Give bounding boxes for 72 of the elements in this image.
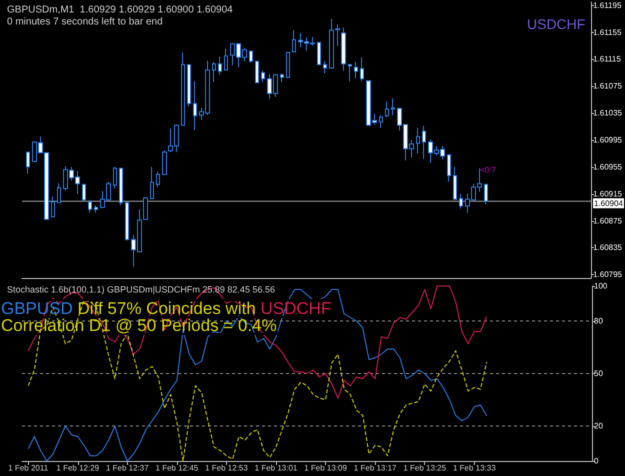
x-tick-label: 1 Feb 12:37 [106,464,150,472]
candlestick [453,166,457,200]
x-tick-label: 1 Feb 12:45 [156,464,199,472]
x-tick-label: 1 Feb 12:29 [56,464,100,472]
x-tick-label: 1 Feb 12:53 [205,464,248,472]
x-tick-label: 1 Feb 13:33 [452,464,496,472]
candlestick [335,24,340,46]
y-tick-label: 1.60795 [593,270,623,280]
y-tick-label: 20 [594,422,604,430]
y-tick-label: 1.60955 [593,162,623,172]
y-tick-label: 100 [594,282,608,290]
candlestick [286,51,290,79]
candlestick [88,199,92,214]
candlestick [261,70,265,83]
y-tick-label: 1.60875 [593,216,623,226]
text: 0 minutes 7 seconds left to bar end [7,16,163,28]
y-tick-label: 1.61035 [593,108,623,118]
candlestick [181,52,185,126]
candlestick [323,60,327,74]
y-tick-label: 1.61115 [593,54,622,64]
candlestick [348,63,352,82]
y-tick-label: 1.61075 [593,82,623,91]
candlestick [280,72,284,83]
candlestick [360,56,364,82]
y-tick-label: 1.61155 [593,28,622,37]
candlestick [224,48,228,70]
y-tick-label: 1.60995 [593,136,623,144]
candlestick [51,196,55,218]
x-tick-label: 1 Feb 13:09 [304,464,348,472]
y-tick-label: 50 [594,369,604,378]
candlestick [484,184,488,204]
candlestick [212,61,216,83]
candlestick [391,98,395,116]
x-tick-label: 1 Feb 2011 [8,464,49,472]
candlestick [193,80,197,130]
candlestick [422,125,426,160]
candlestick [447,154,451,182]
candlestick [459,193,463,210]
annotation: <0:7 [480,166,496,174]
y-tick-label: 80 [594,316,604,326]
candlestick [150,166,154,200]
annotation: USDCHF [527,16,586,32]
candlestick [113,166,117,189]
candlestick [94,204,98,214]
candlestick [187,64,191,107]
candlestick [379,114,383,128]
ref-line-label: 1.60904 [594,198,624,208]
candlestick [255,60,259,84]
candlestick [162,150,167,175]
y-tick-label: 1.60915 [593,189,623,198]
candlestick [218,56,222,76]
candlestick [26,152,30,174]
candlestick [57,182,61,204]
y-tick-label: 1.60835 [593,243,623,252]
candlestick [156,171,160,188]
candlestick [119,168,123,206]
candlestick [82,184,86,202]
y-tick-label: 1.61195 [593,0,622,10]
candlestick [125,202,129,240]
candlestick [385,101,389,118]
x-tick-label: 1 Feb 13:17 [354,464,398,472]
candlestick [249,50,253,64]
y-tick-label: 0 [594,456,599,466]
chart-title: GBPUSDm,M1 1.60929 1.60929 1.60900 1.60904 [7,4,234,16]
candlestick [354,61,358,79]
candlestick [416,127,420,154]
candlestick [329,18,334,70]
candlestick [317,42,321,66]
x-tick-label: 1 Feb 13:25 [403,464,447,472]
x-tick-label: 1 Feb 13:01 [254,464,298,472]
candlestick [292,30,296,53]
candlestick [341,27,346,72]
